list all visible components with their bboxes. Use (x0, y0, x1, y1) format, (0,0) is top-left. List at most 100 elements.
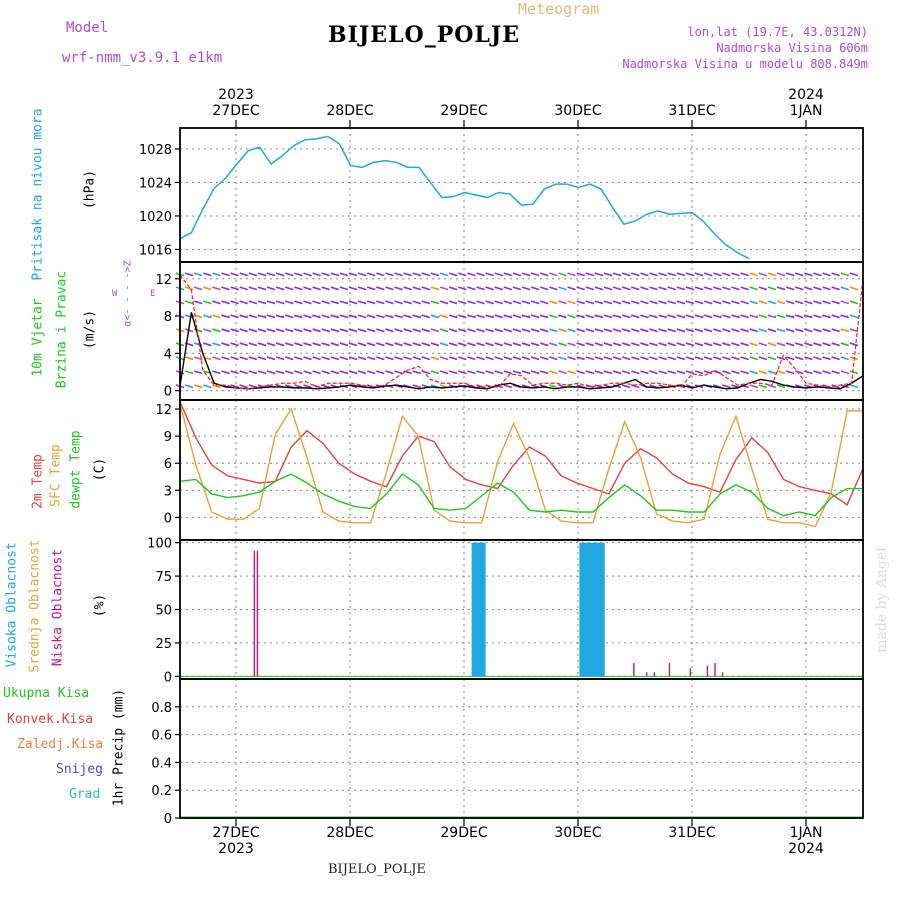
cloud-bar (653, 672, 656, 677)
bottom-day-label: 28DEC (326, 825, 373, 841)
wind-barb (385, 272, 394, 277)
wind-barb (321, 300, 330, 305)
wind-barb (430, 314, 440, 319)
cloud-bar (721, 672, 724, 677)
pressure-unit: (hPa) (82, 169, 98, 210)
wind-barb (530, 300, 540, 305)
wind-barb (749, 272, 758, 277)
wind-barb (503, 314, 513, 319)
wind-barb (585, 300, 595, 305)
wind-barb (831, 314, 840, 319)
wind-barb (621, 328, 631, 333)
wind-barb (485, 342, 494, 347)
wind-barb (521, 286, 531, 291)
wind-barb (631, 300, 640, 305)
wind-barb (312, 342, 321, 347)
wind-barb (558, 272, 567, 277)
app-title: Meteogram (518, 0, 600, 18)
wind-barb (203, 314, 212, 319)
y-tick-label: 0 (164, 511, 172, 526)
wind-barb (631, 272, 640, 277)
wind-label-1: 10m Vjetar (30, 298, 46, 377)
wind-barb (767, 356, 777, 361)
wind-barb (221, 314, 230, 319)
model-elevation: Nadmorska Visina u modelu 808.849m (622, 57, 868, 71)
wind-barb (685, 286, 695, 291)
wind-barb (767, 370, 777, 375)
wind-barb (266, 342, 276, 347)
wind-barb (521, 370, 531, 375)
wind-barb (849, 370, 859, 375)
wind-barb (822, 342, 831, 347)
wind-barb (193, 300, 203, 305)
wind-barb (248, 300, 258, 305)
wind-barb (640, 370, 649, 375)
wind-barb (503, 272, 513, 277)
wind-barb (303, 356, 312, 361)
wind-barb (275, 342, 285, 347)
wind-barb (239, 272, 248, 277)
precip-legend-snow: Snijeg (56, 762, 103, 777)
wind-barb (694, 370, 704, 375)
wind-barb (603, 286, 613, 291)
wind-barb (285, 370, 294, 375)
wind-barb (312, 328, 321, 333)
wind-barb (804, 286, 813, 291)
wind-barb (849, 300, 859, 305)
wind-barb (266, 328, 276, 333)
wind-barb (640, 328, 649, 333)
wind-barb (649, 286, 658, 291)
y-tick-label: 1016 (139, 243, 172, 258)
wind-barb (849, 286, 859, 291)
cloud-label-high: Visoka Oblacnost (4, 542, 20, 668)
y-tick-label: 12 (155, 273, 172, 288)
wind-barb (294, 342, 303, 347)
wind-barb (357, 272, 367, 277)
wind-barb (430, 370, 440, 375)
y-tick-label: 6 (164, 457, 172, 472)
wind-barb (421, 342, 431, 347)
wind-barb (448, 370, 458, 375)
wind-barb (731, 328, 740, 333)
wind-barb (530, 328, 540, 333)
precip-legend-hail: Grad (69, 787, 101, 802)
wind-barb (603, 272, 613, 277)
wind-barb (503, 370, 513, 375)
wind-barb (594, 328, 604, 333)
wind-barb (530, 286, 540, 291)
wind-barb (558, 356, 567, 361)
wind-barb (330, 314, 340, 319)
wind-barb (667, 272, 676, 277)
wind-barb (530, 272, 540, 277)
wind-barb (339, 314, 349, 319)
wind-barb (248, 328, 258, 333)
wind-barb (740, 328, 749, 333)
wind-barb (758, 342, 768, 347)
y-tick-label: 0 (164, 670, 172, 685)
wind-barb (804, 356, 813, 361)
wind-barb (339, 328, 349, 333)
temp-unit: (C) (92, 457, 108, 482)
wind-barb (184, 272, 194, 277)
wind-barb (649, 342, 658, 347)
wind-barb (612, 286, 622, 291)
bottom-day-label: 31DEC (668, 825, 715, 841)
wind-barb (576, 272, 585, 277)
cloud-bar (581, 542, 585, 677)
wind-barb (540, 328, 549, 333)
wind-barb (740, 314, 749, 319)
wind-barb (285, 328, 294, 333)
wind-barb (731, 272, 740, 277)
wind-barb (321, 328, 330, 333)
wind-barb (612, 272, 622, 277)
wind-barb (412, 356, 422, 361)
wind-barb (303, 370, 312, 375)
y-tick-label: 25 (155, 637, 172, 652)
wind-barb (421, 286, 431, 291)
wind-barb (576, 342, 585, 347)
wind-barb (348, 356, 358, 361)
wind-barb (713, 286, 722, 291)
wind-barb (612, 342, 622, 347)
wind-barb (831, 272, 840, 277)
wind-barb (740, 370, 749, 375)
